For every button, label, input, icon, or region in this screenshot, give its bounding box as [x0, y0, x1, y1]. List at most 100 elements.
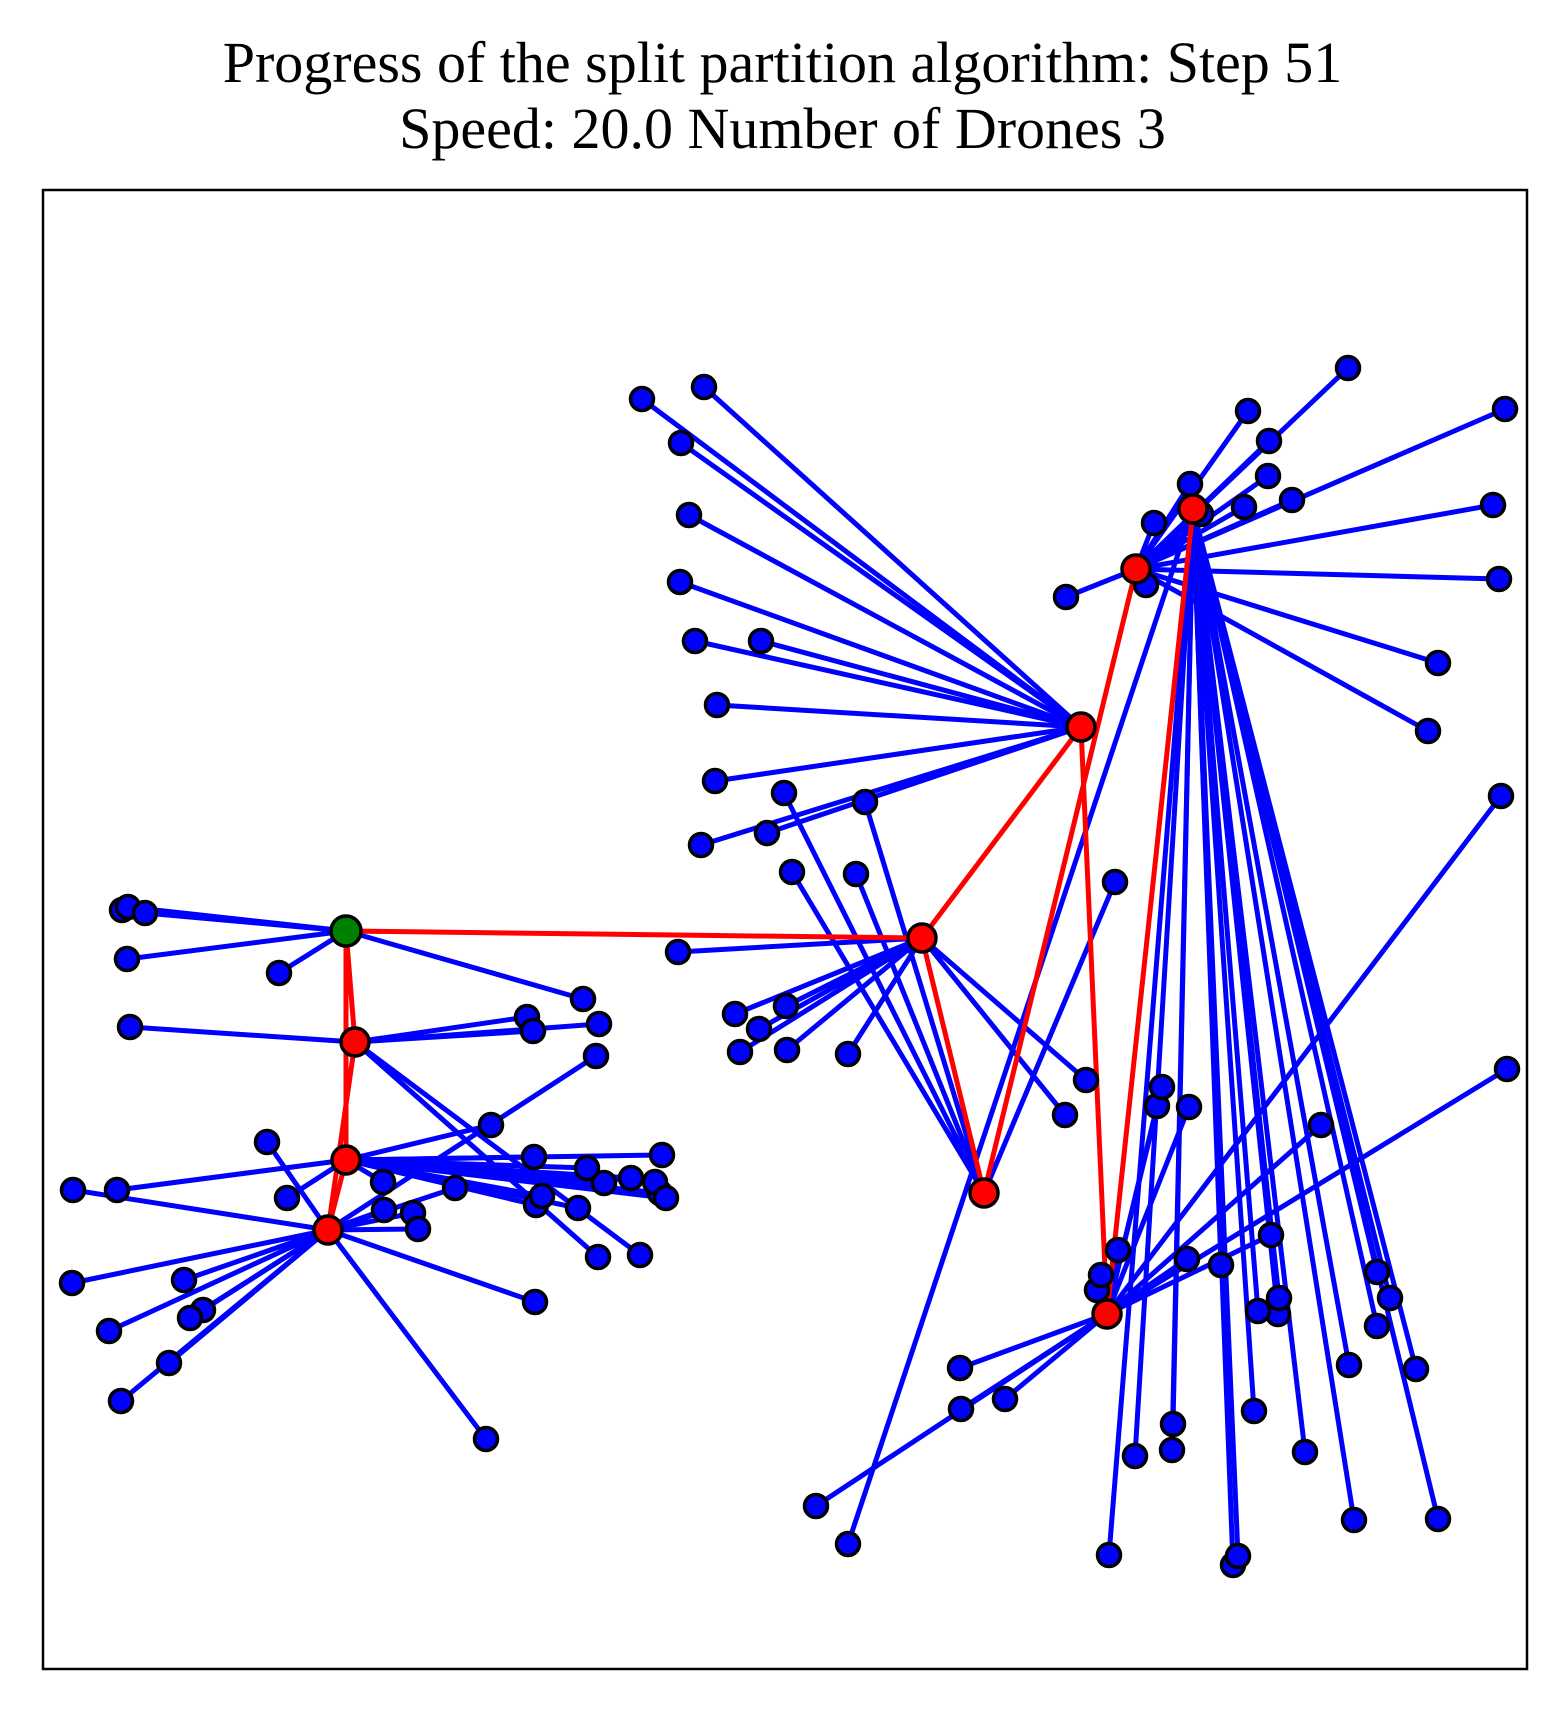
sensor-node: [113, 945, 141, 973]
sensor-node: [590, 1169, 618, 1197]
route-link: [1104, 506, 1196, 1317]
sensor-node: [1051, 1101, 1079, 1129]
sensor-node: [1265, 1284, 1293, 1312]
route-link: [1078, 724, 1110, 1317]
sensor-link: [686, 512, 1084, 730]
sensor-node: [1254, 462, 1282, 490]
sensor-node: [842, 860, 870, 888]
base-node: [329, 914, 363, 948]
sensor-node: [1402, 1355, 1430, 1383]
sensor-node: [851, 788, 879, 816]
sensor-node: [585, 1010, 613, 1038]
sensor-node: [107, 1387, 135, 1415]
sensor-link: [325, 1053, 599, 1233]
sensor-link: [1169, 506, 1196, 1453]
sensor-link: [677, 579, 1084, 730]
sensor-node: [1291, 1438, 1319, 1466]
sensor-node: [155, 1349, 183, 1377]
sensor-link: [325, 1227, 489, 1442]
sensor-link: [1190, 506, 1357, 1523]
sensor-node: [726, 1038, 754, 1066]
sensor-link: [981, 879, 1118, 1196]
sensor-link: [166, 1227, 331, 1366]
sensor-link: [919, 935, 1068, 1118]
sensor-node: [1173, 1245, 1201, 1273]
sensor-link: [352, 1039, 601, 1260]
route-link: [919, 935, 987, 1196]
sensor-link: [781, 790, 987, 1196]
waypoint-node: [1177, 493, 1209, 525]
sensor-node: [1087, 1261, 1115, 1289]
sensor-node: [1072, 1066, 1100, 1094]
sensor-node: [1224, 1542, 1252, 1570]
sensor-link: [919, 935, 1089, 1083]
sensor-node: [176, 1304, 204, 1332]
sensor-node: [1240, 1397, 1268, 1425]
sensor-node: [681, 627, 709, 655]
sensor-node: [521, 1288, 549, 1316]
sensor-node: [564, 1194, 592, 1222]
waypoint-node: [968, 1177, 1000, 1209]
sensor-node: [520, 1143, 548, 1171]
sensor-node: [477, 1111, 505, 1139]
sensor-node: [652, 1184, 680, 1212]
sensor-link: [1104, 1122, 1324, 1317]
sensor-link: [957, 1311, 1110, 1371]
sensor-link: [784, 935, 925, 1053]
sensor-link: [114, 1157, 349, 1193]
sensor-node: [1376, 1284, 1404, 1312]
sensor-node: [1158, 1436, 1186, 1464]
sensor-node: [802, 1492, 830, 1520]
sensor-link: [142, 910, 349, 934]
sensor-link: [1132, 506, 1196, 1459]
sensor-node: [690, 373, 718, 401]
sensor-node: [1244, 1297, 1272, 1325]
sensor-link: [714, 702, 1084, 730]
sensor-node: [1257, 1221, 1285, 1249]
waypoint-node: [330, 1144, 362, 1176]
sensor-link: [69, 1227, 331, 1286]
sensor-node: [626, 1241, 654, 1269]
waypoint-node: [1091, 1298, 1123, 1330]
sensor-node: [617, 1164, 645, 1192]
sensor-link: [124, 928, 349, 962]
route-links: [325, 506, 1196, 1317]
sensor-node: [773, 1036, 801, 1064]
sensor-node: [265, 959, 293, 987]
sensor-node: [253, 1128, 281, 1156]
sensor-node: [667, 429, 695, 457]
sensor-link: [789, 869, 987, 1196]
sensor-node: [1121, 1442, 1149, 1470]
sensor-node: [834, 1530, 862, 1558]
sensor-node: [1334, 354, 1362, 382]
sensor-link: [1104, 793, 1504, 1317]
sensor-node: [1479, 491, 1507, 519]
sensor-node: [687, 831, 715, 859]
route-link: [325, 1039, 358, 1233]
sensor-node: [666, 568, 694, 596]
route-link: [981, 566, 1139, 1196]
sensor-node: [1176, 470, 1204, 498]
sensor-node: [95, 1317, 123, 1345]
sensor-link: [712, 724, 1084, 784]
route-link: [919, 724, 1084, 941]
sensor-node: [1230, 493, 1258, 521]
sensor-node: [1234, 397, 1262, 425]
sensor-link: [692, 638, 1084, 730]
sensor-node: [441, 1174, 469, 1202]
sensor-link: [127, 1024, 358, 1045]
sensor-node: [721, 1000, 749, 1028]
sensor-node: [1307, 1111, 1335, 1139]
sensor-link: [325, 1227, 538, 1305]
sensor-node: [1278, 486, 1306, 514]
sensor-link: [732, 935, 925, 1017]
sensor-node: [703, 691, 731, 719]
sensor-node: [1140, 509, 1168, 537]
sensor-node: [273, 1184, 301, 1212]
sensor-link: [1190, 506, 1241, 1559]
sensor-link: [264, 1139, 331, 1233]
sensor-node: [778, 858, 806, 886]
sensor-node: [1148, 1073, 1176, 1101]
sensor-node: [404, 1215, 432, 1243]
sensor-link: [845, 506, 1196, 1547]
